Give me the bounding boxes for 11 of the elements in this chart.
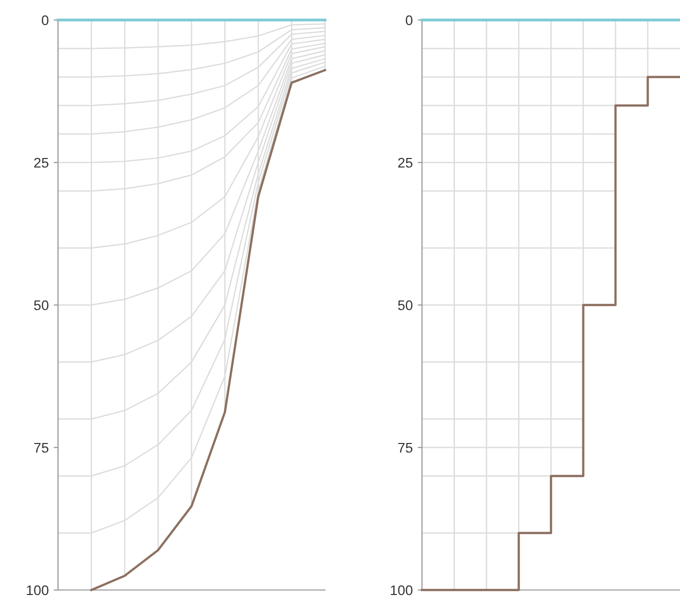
y-tick-label: 0 bbox=[406, 15, 412, 26]
y-tick-label: 50 bbox=[398, 300, 412, 310]
y-tick-label: 25 bbox=[34, 158, 48, 168]
y-tick-label: 75 bbox=[34, 442, 48, 453]
line-series bbox=[90, 69, 326, 592]
y-tick-label: 100 bbox=[26, 585, 48, 596]
y-tick-label: 0 bbox=[42, 15, 48, 26]
y-tick-label: 25 bbox=[398, 158, 412, 168]
y-tick-label: 50 bbox=[34, 300, 48, 310]
y-tick-label: 100 bbox=[390, 585, 412, 596]
y-tick-label: 75 bbox=[398, 442, 412, 453]
